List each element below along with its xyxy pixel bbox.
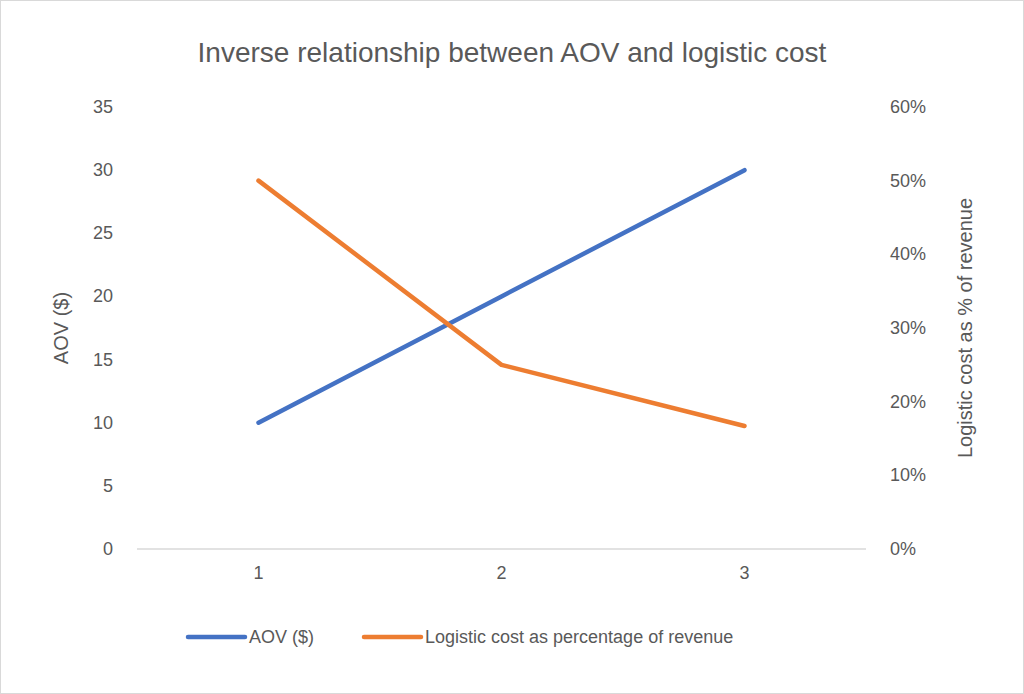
y2-tick-label: 0% — [890, 539, 916, 559]
y-axis-title: AOV ($) — [50, 292, 72, 364]
y-tick-label: 0 — [103, 539, 113, 559]
y-tick-label: 25 — [93, 223, 113, 243]
y2-tick-label: 30% — [890, 318, 926, 338]
y-tick-label: 20 — [93, 286, 113, 306]
y-tick-label: 30 — [93, 160, 113, 180]
legend-label: AOV ($) — [249, 627, 314, 647]
chart-container: Inverse relationship between AOV and log… — [0, 0, 1024, 694]
y2-tick-label: 10% — [890, 465, 926, 485]
legend-swatch — [364, 635, 421, 640]
y2-tick-label: 50% — [890, 171, 926, 191]
legend-label: Logistic cost as percentage of revenue — [425, 627, 733, 647]
y-tick-label: 35 — [93, 97, 113, 117]
y-tick-label: 10 — [93, 413, 113, 433]
y-tick-label: 15 — [93, 350, 113, 370]
chart-svg: Inverse relationship between AOV and log… — [0, 0, 1024, 694]
y-tick-label: 5 — [103, 476, 113, 496]
y2-tick-label: 40% — [890, 244, 926, 264]
x-tick-label: 2 — [496, 563, 506, 583]
legend-swatch — [188, 635, 245, 640]
x-tick-label: 3 — [739, 563, 749, 583]
chart-border — [1, 1, 1024, 694]
series-line — [259, 170, 745, 423]
x-axis-line — [137, 548, 866, 550]
y2-axis-title: Logistic cost as % of revenue — [954, 198, 976, 458]
x-tick-label: 1 — [253, 563, 263, 583]
y2-tick-label: 60% — [890, 97, 926, 117]
plot-marks — [259, 170, 745, 426]
y2-tick-label: 20% — [890, 392, 926, 412]
series-line — [259, 181, 745, 426]
chart-title: Inverse relationship between AOV and log… — [198, 37, 827, 68]
